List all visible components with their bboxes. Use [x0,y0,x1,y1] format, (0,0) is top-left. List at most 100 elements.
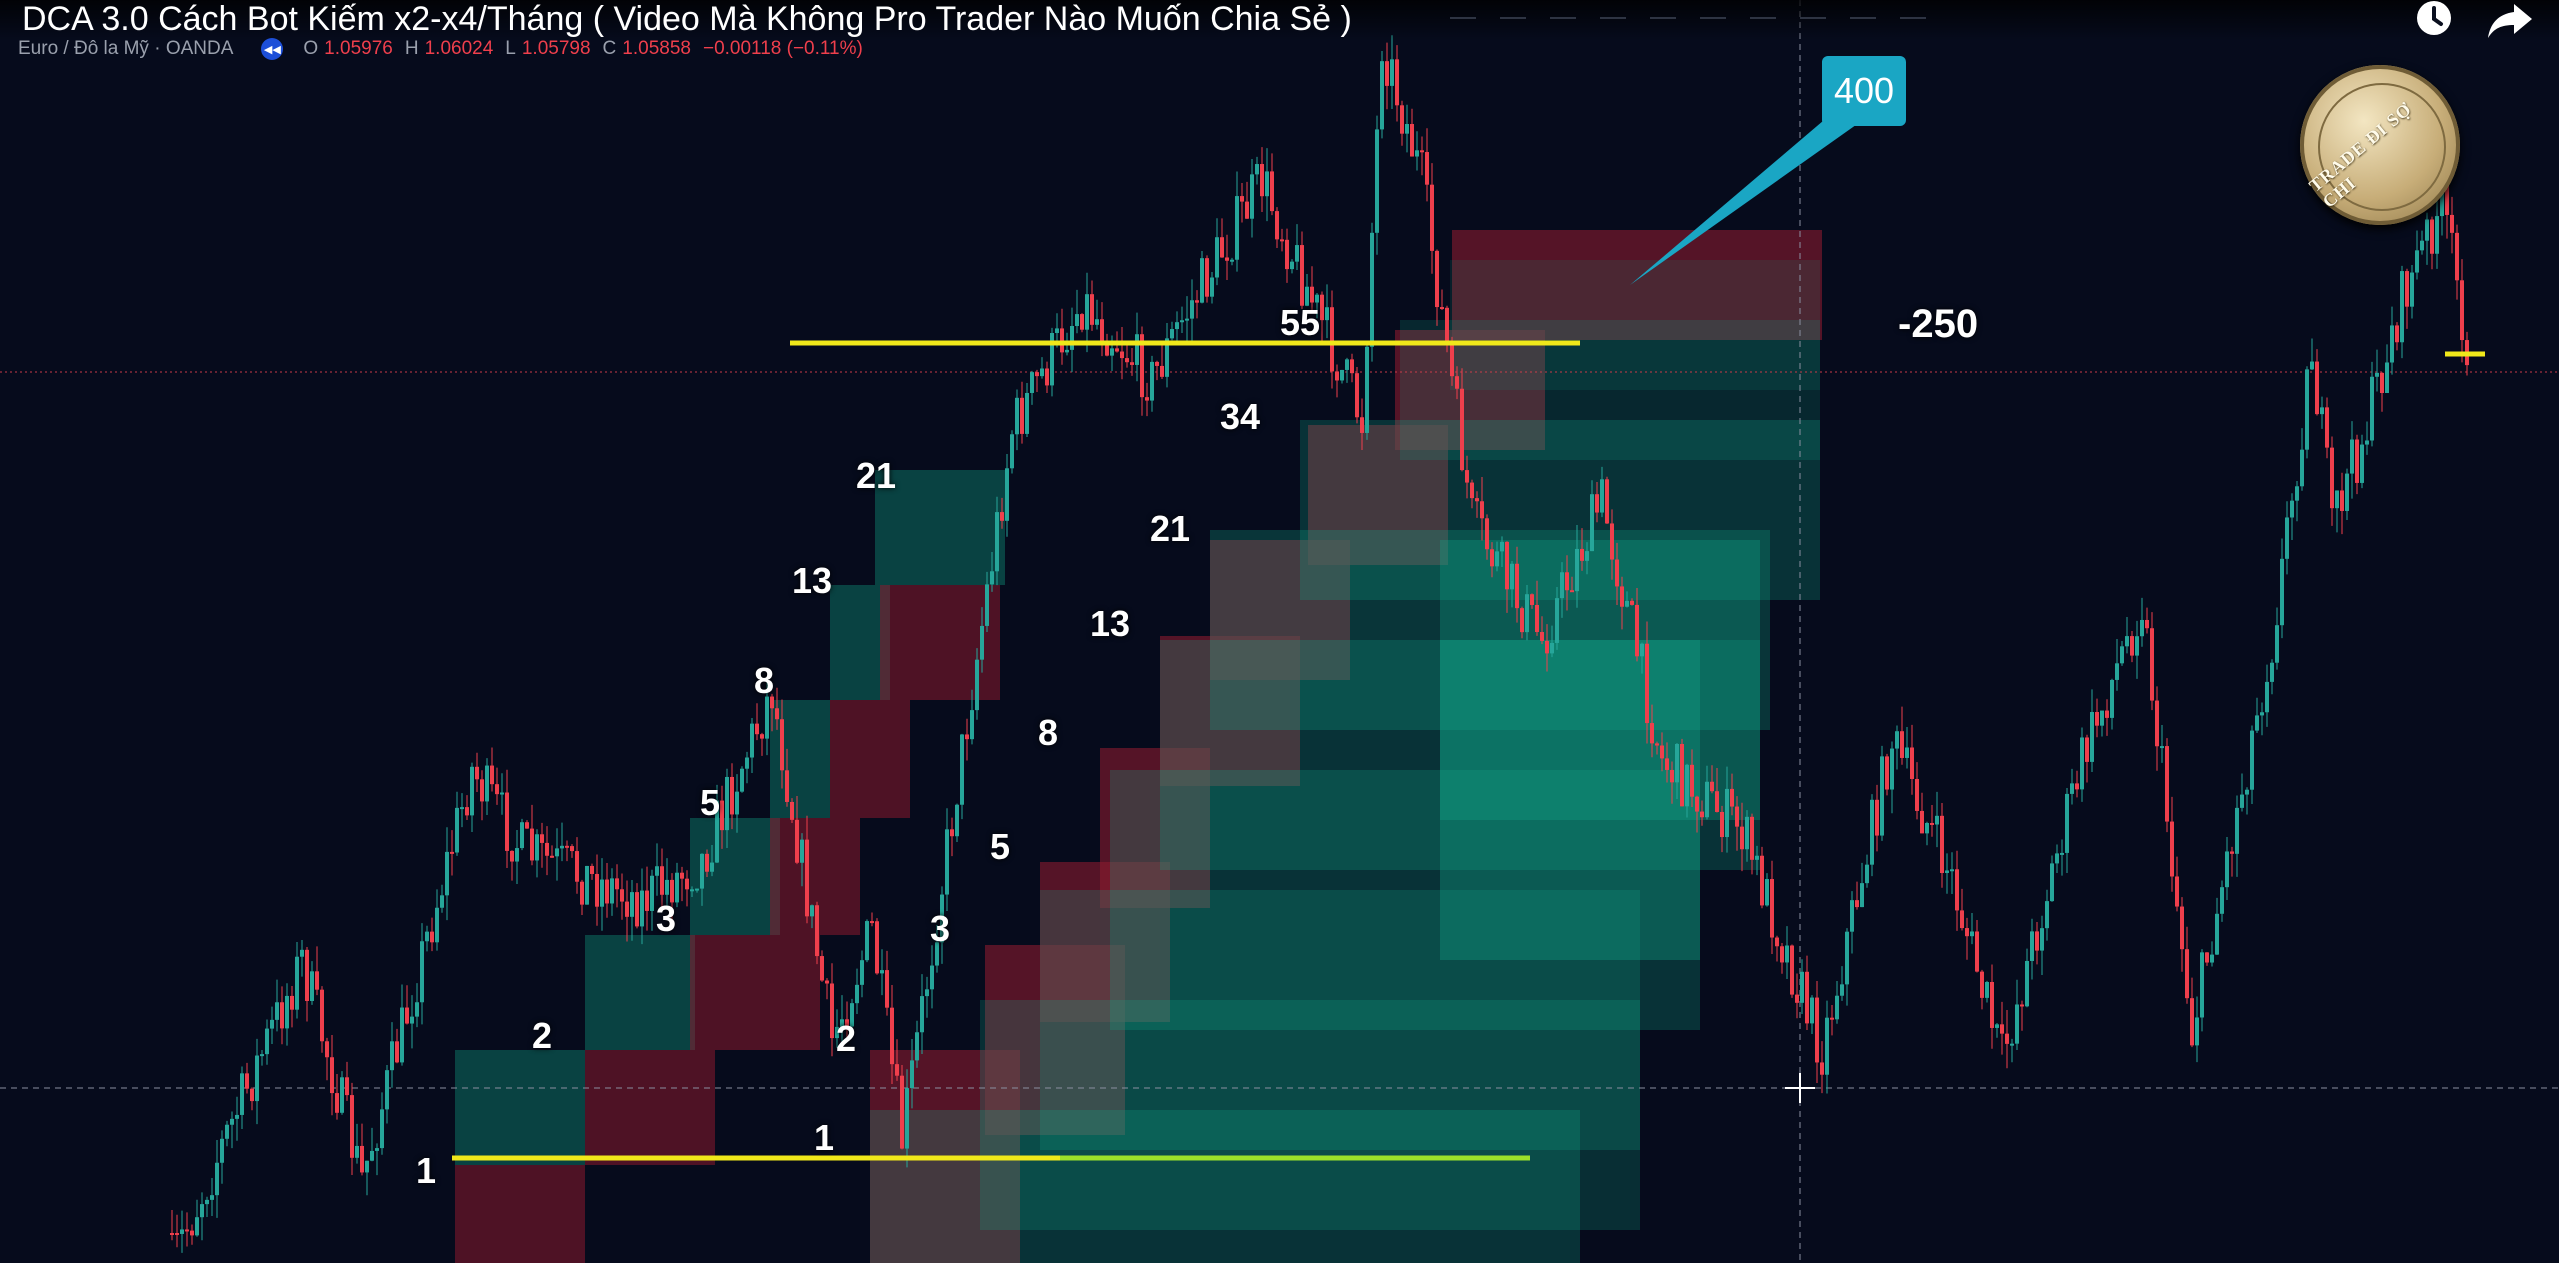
candle-body-423 [2285,517,2289,559]
brush-tool-icon[interactable] [1650,3,1676,19]
candle-body-396 [2150,628,2154,701]
ladder-zone-right-green-6 [1300,420,1820,600]
candle-body-403 [2185,949,2189,999]
candle-body-319 [1765,879,1769,906]
cursor-tool-icon[interactable] [1450,3,1476,19]
ohlc-close-key: C [602,38,617,59]
candle-body-15 [245,1073,249,1089]
candle-body-105 [695,888,699,891]
fib-right-label-21: 21 [1150,508,1191,549]
candle-body-159 [965,734,969,740]
fib-right-label-8: 8 [1038,712,1059,753]
candle-body-434 [2340,490,2344,511]
candle-body-298 [1660,745,1664,759]
candle-body-123 [785,770,789,802]
candle-body-153 [935,942,939,966]
candle-body-442 [2380,372,2384,394]
fib-tool-icon[interactable] [1550,3,1576,19]
ladder-zone-right-green-1 [980,1000,1640,1230]
candle-body-438 [2360,444,2364,483]
symbol-name[interactable]: Euro / Đô la Mỹ · OANDA [18,38,234,59]
candle-body-325 [1795,994,1799,1003]
comment-tool-icon[interactable] [1800,3,1826,19]
candle-body-231 [1325,307,1329,321]
candle-body-41 [375,1148,379,1151]
candle-body-351 [1925,822,1929,834]
candle-body-390 [2120,646,2124,664]
candle-body-168 [1010,434,1014,469]
candle-body-344 [1890,748,1894,790]
candle-body-419 [2265,681,2269,713]
candle-body-27 [305,949,309,1001]
ohlc-low-value: 1.05798 [521,38,591,59]
candle-body-391 [2125,636,2129,647]
ladder-zone-left-8 [830,700,910,818]
trendline-tool-icon[interactable] [1500,3,1526,19]
candle-body-456 [2450,214,2454,233]
candle-body-173 [1035,372,1039,377]
candle-body-289 [1615,559,1619,587]
candle-body-134 [840,1019,844,1027]
video-title[interactable]: DCA 3.0 Cách Bot Kiếm x2-x4/Tháng ( Vide… [22,0,1352,38]
candle-body-395 [2145,619,2149,629]
candle-body-174 [1040,368,1044,377]
candle-body-251 [1425,152,1429,185]
replay-icon[interactable]: ◀◀ [261,38,284,60]
candle-body-345 [1895,731,1899,749]
candle-body-82 [580,881,584,905]
candle-body-386 [2100,710,2104,726]
pattern-tool-icon[interactable] [1600,3,1626,19]
candle-body-338 [1860,883,1864,908]
eraser-tool-icon[interactable] [1900,3,1926,19]
drawing-toolbar [1450,0,2050,22]
ruler-tool-icon[interactable] [1850,3,1876,19]
candle-body-88 [610,878,614,904]
candle-body-311 [1725,788,1729,838]
clock-icon[interactable] [2412,0,2456,40]
video-title-bar [0,0,2559,40]
candle-body-5 [195,1217,199,1236]
candle-body-458 [2460,280,2464,341]
candle-body-238 [1360,417,1364,433]
candle-body-254 [1440,307,1444,310]
candle-body-288 [1610,523,1614,560]
candle-body-274 [1540,632,1544,641]
ladder-zone-right-green-0 [870,1110,1580,1263]
candle-body-33 [335,1093,339,1113]
candle-body-47 [405,1007,409,1024]
candle-body-291 [1625,600,1629,607]
fib-left-label-2: 2 [532,1015,553,1056]
candle-body-181 [1075,314,1079,327]
candle-body-320 [1770,879,1774,938]
text-tool-icon[interactable] [1750,3,1776,19]
candle-body-213 [1235,196,1239,260]
measure-tool-icon[interactable] [1700,3,1726,19]
candle-body-302 [1680,743,1684,807]
candle-body-321 [1775,937,1779,947]
candle-body-193 [1135,334,1139,365]
share-arrow-icon[interactable] [2486,0,2534,40]
candle-body-269 [1515,563,1519,609]
candle-body-368 [2010,1043,2014,1046]
candle-body-89 [615,878,619,890]
candle-body-172 [1030,372,1034,393]
candle-body-32 [330,1057,334,1094]
candle-body-122 [780,719,784,771]
candle-body-389 [2115,663,2119,680]
candle-body-420 [2270,662,2274,682]
candle-body-263 [1485,518,1489,550]
candle-body-186 [1100,319,1104,342]
candle-body-309 [1715,791,1719,812]
candle-body-445 [2395,325,2399,343]
candle-body-235 [1345,359,1349,370]
candle-body-443 [2385,362,2389,394]
candle-body-202 [1180,320,1184,323]
candle-body-152 [930,965,934,990]
candle-body-233 [1335,371,1339,381]
candle-body-279 [1565,572,1569,591]
candle-body-84 [590,865,594,874]
candle-body-210 [1220,237,1224,258]
candle-body-80 [570,846,574,852]
candle-body-29 [315,971,319,990]
